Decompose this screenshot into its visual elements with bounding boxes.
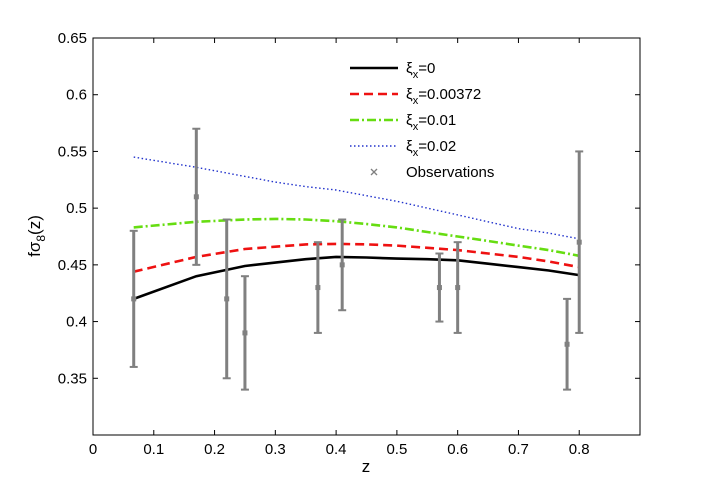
- legend-label-3: ξx=0.01: [406, 112, 456, 133]
- observation-marker: [339, 262, 345, 268]
- y-axis-label-base: fσ: [25, 241, 44, 257]
- observation-marker: [242, 330, 248, 336]
- y-axis-label: fσ8(z): [25, 215, 48, 257]
- y-tick-label: 0.6: [66, 87, 87, 104]
- x-tick-label: 0.3: [265, 441, 286, 458]
- observation-point: [129, 229, 138, 368]
- x-tick-label: 0.6: [447, 441, 468, 458]
- observation-marker: [455, 285, 461, 291]
- legend-label-2: ξx=0.00372: [406, 86, 481, 107]
- y-tick-label: 0.35: [58, 370, 87, 387]
- observation-point: [453, 241, 462, 334]
- observation-point: [313, 241, 322, 334]
- observation-point: [575, 150, 584, 334]
- x-axis-label: z: [362, 457, 371, 476]
- series-line-2: [133, 242, 580, 273]
- x-tick-label: 0: [89, 441, 97, 458]
- observation-marker: [564, 341, 570, 347]
- y-tick-label: 0.55: [58, 143, 87, 160]
- plot-area: [92, 37, 641, 436]
- x-tick-label: 0.4: [326, 441, 347, 458]
- x-tick-label: 0.2: [204, 441, 225, 458]
- observation-marker: [224, 296, 230, 302]
- y-tick-label: 0.4: [66, 314, 87, 331]
- observation-marker: [315, 285, 321, 291]
- y-axis-label-sub: 8: [34, 235, 48, 242]
- observation-point: [240, 275, 249, 391]
- observation-marker: [576, 239, 582, 245]
- y-tick-label: 0.65: [58, 30, 87, 47]
- observation-point: [563, 297, 572, 391]
- observations-layer: [129, 127, 584, 391]
- y-tick-labels: 0.35 0.4 0.45 0.5 0.55 0.6 0.65: [58, 30, 87, 387]
- legend: ξx=0 ξx=0.00372 ξx=0.01 ξx=0.02 Observations: [350, 60, 494, 181]
- legend-label-observations: Observations: [406, 164, 494, 181]
- observation-point: [338, 218, 347, 312]
- observation-marker: [193, 194, 199, 200]
- legend-label-4: ξx=0.02: [406, 138, 456, 159]
- observation-marker: [436, 285, 442, 291]
- legend-observation-marker-b: [370, 168, 378, 176]
- observation-point: [435, 252, 444, 323]
- observation-point: [222, 218, 231, 380]
- x-tick-labels: 0 0.1 0.2 0.3 0.4 0.5 0.6 0.7 0.8: [89, 441, 590, 458]
- axis-ticks: [92, 37, 640, 435]
- y-tick-label: 0.5: [66, 200, 87, 217]
- x-tick-label: 0.8: [569, 441, 590, 458]
- series-line-1: [133, 255, 580, 301]
- x-tick-label: 0.7: [508, 441, 529, 458]
- y-tick-label: 0.45: [58, 257, 87, 274]
- x-tick-label: 0.5: [386, 441, 407, 458]
- observation-marker: [131, 296, 137, 302]
- y-axis-label-suffix: (z): [25, 215, 44, 235]
- series-line-3: [133, 217, 580, 258]
- x-tick-label: 0.1: [143, 441, 164, 458]
- observation-point: [192, 127, 201, 266]
- series-layer: [133, 156, 580, 301]
- legend-label-1: ξx=0: [406, 60, 435, 81]
